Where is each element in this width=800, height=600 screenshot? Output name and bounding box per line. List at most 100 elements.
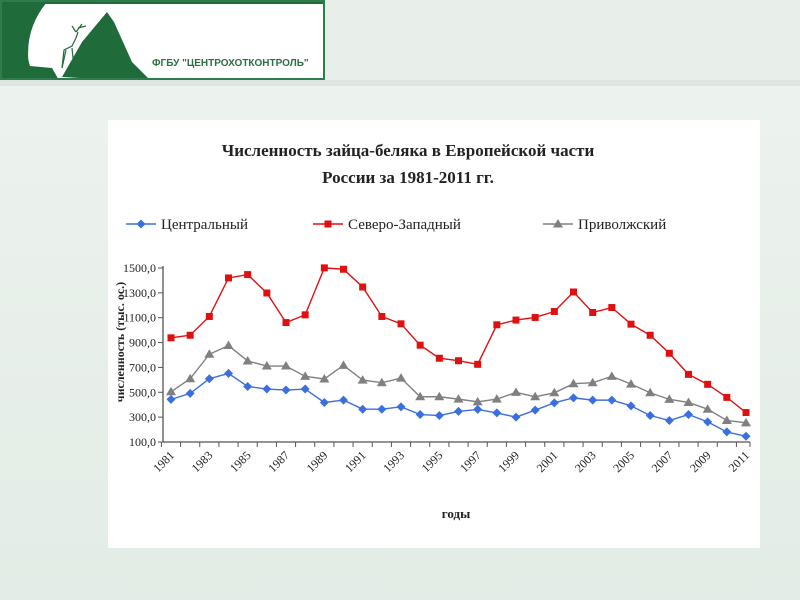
y-tick-label: 1300,0 <box>123 286 156 300</box>
data-point-diamond <box>664 415 674 425</box>
axes: 100,0 300,0 500,0 700,0 900,0 1100,0 1300,0 150… <box>123 261 752 475</box>
data-point-triangle <box>491 394 502 403</box>
data-point-diamond <box>569 393 578 403</box>
data-point-triangle <box>319 373 330 383</box>
y-axis-label: численность (тыс. ос.) <box>113 282 127 402</box>
data-point-diamond <box>166 394 176 404</box>
data-point-square <box>550 308 558 315</box>
data-point-diamond <box>684 410 693 420</box>
x-tick-label: 1989 <box>304 448 331 475</box>
data-point-square <box>474 360 482 368</box>
data-point-triangle <box>300 371 311 380</box>
data-point-diamond <box>454 406 463 416</box>
data-point-triangle <box>553 219 563 228</box>
series-group <box>166 264 751 441</box>
data-point-triangle <box>434 391 445 401</box>
chart-panel: Численность зайца-беляка в Европейской ч… <box>108 120 760 548</box>
data-point-diamond <box>473 404 483 414</box>
data-point-triangle <box>338 360 349 369</box>
data-point-triangle <box>453 394 464 403</box>
x-tick-label: 1991 <box>342 448 369 475</box>
data-point-triangle <box>530 391 541 401</box>
data-point-square <box>723 393 731 401</box>
trees-icon <box>12 52 58 78</box>
data-point-square <box>704 380 712 388</box>
data-point-square <box>493 321 501 329</box>
data-point-diamond <box>607 395 617 405</box>
data-point-diamond <box>434 411 444 421</box>
x-axis-label: годы <box>442 506 470 521</box>
data-point-diamond <box>492 408 502 418</box>
header-logo-banner: ФГБУ "ЦЕНТРОХОТКОНТРОЛЬ" <box>0 0 325 80</box>
data-point-triangle <box>396 373 406 382</box>
data-point-diamond <box>224 368 233 378</box>
data-point-diamond <box>645 411 655 421</box>
data-point-square <box>589 308 597 316</box>
data-point-square <box>378 312 386 320</box>
data-point-triangle <box>664 394 675 403</box>
data-point-triangle <box>261 361 272 370</box>
y-tick-label: 500,0 <box>129 385 156 399</box>
data-point-triangle <box>645 387 656 397</box>
data-point-diamond <box>377 404 387 414</box>
x-tick-label: 1993 <box>380 448 407 475</box>
data-point-square <box>627 320 635 328</box>
data-point-triangle <box>606 371 617 380</box>
y-tick-label: 300,0 <box>129 410 156 424</box>
legend: Центральный Северо-Западный Приволжский <box>126 217 666 233</box>
data-point-square <box>320 264 328 272</box>
data-point-square <box>205 312 213 320</box>
data-point-diamond <box>741 431 751 441</box>
x-tick-label: 1983 <box>189 448 216 475</box>
data-point-square <box>416 341 424 349</box>
x-tick-label: 2005 <box>610 448 637 475</box>
data-point-square <box>512 316 520 324</box>
data-point-triangle <box>741 417 751 427</box>
chart-title-line1: Численность зайца-беляка в Европейской ч… <box>222 141 595 160</box>
data-point-triangle <box>587 377 598 387</box>
line-chart: Численность зайца-беляка в Европейской ч… <box>113 141 752 521</box>
series-line <box>170 267 747 414</box>
data-point-diamond <box>204 374 214 384</box>
legend-label: Центральный <box>161 217 248 233</box>
data-point-diamond <box>358 404 368 414</box>
legend-item: Центральный <box>126 217 248 233</box>
data-point-diamond <box>396 402 406 412</box>
data-point-triangle <box>568 378 579 388</box>
x-tick-label: 1995 <box>419 448 446 475</box>
data-point-diamond <box>185 388 195 398</box>
x-tick-label: 2007 <box>649 448 676 475</box>
data-point-square <box>435 354 443 362</box>
data-point-diamond <box>722 427 732 437</box>
data-point-diamond <box>588 395 598 405</box>
data-point-diamond <box>339 395 348 405</box>
data-point-triangle <box>415 391 426 401</box>
data-point-square <box>455 357 462 365</box>
chart-title-line2: России за 1981-2011 гг. <box>322 168 494 187</box>
y-tick-label: 900,0 <box>129 336 156 350</box>
y-tick-label: 700,0 <box>129 360 156 374</box>
y-tick-label: 1500,0 <box>123 261 156 275</box>
x-tick-label: 1987 <box>265 448 292 475</box>
data-point-triangle <box>185 373 196 383</box>
data-point-diamond <box>530 405 540 415</box>
data-point-square <box>531 313 539 321</box>
x-tick-label: 2003 <box>572 448 599 475</box>
header-background <box>325 0 800 80</box>
data-point-triangle <box>357 375 368 384</box>
data-point-triangle <box>702 404 713 413</box>
series-line <box>170 372 747 437</box>
data-point-square <box>324 220 332 228</box>
data-point-square <box>340 265 347 273</box>
header-divider <box>0 80 800 86</box>
legend-item: Приволжский <box>543 217 666 233</box>
data-point-triangle <box>683 397 694 406</box>
data-point-diamond <box>262 384 272 394</box>
x-tick-label: 1999 <box>495 448 522 475</box>
legend-item: Северо-Западный <box>313 217 461 233</box>
data-point-triangle <box>511 387 521 396</box>
data-point-triangle <box>223 340 234 350</box>
y-tick-label: 100,0 <box>129 435 156 449</box>
x-tick-label: 2009 <box>687 448 714 475</box>
x-tick-label: 2011 <box>726 448 753 475</box>
